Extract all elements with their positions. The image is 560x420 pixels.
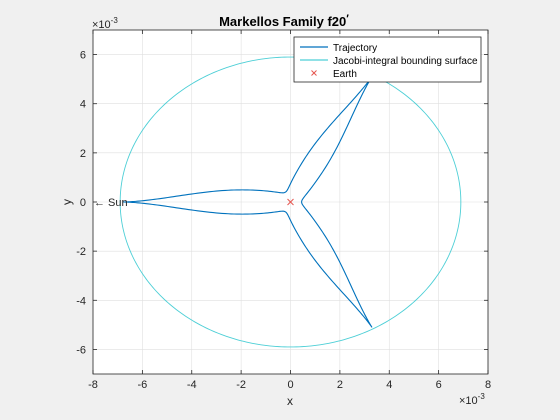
x-tick-label-2: -4 bbox=[187, 379, 197, 391]
axis-ticks: -8 -6 -4 -2 0 2 4 6 8 -6 -4 -2 0 2 4 6 bbox=[76, 30, 491, 391]
y-tick-label-2: -2 bbox=[76, 246, 86, 258]
x-exponent-label: ×10-3 bbox=[459, 392, 485, 407]
y-tick-label-3: 0 bbox=[80, 197, 86, 209]
chart-title-text: Markellos Family f20 bbox=[219, 14, 346, 29]
legend-swatch-earth bbox=[311, 70, 317, 76]
y-exponent-base: ×10 bbox=[92, 19, 111, 31]
y-exponent-power: -3 bbox=[111, 16, 119, 25]
earth-marker bbox=[287, 198, 294, 206]
x-tick-label-7: 6 bbox=[436, 379, 442, 391]
x-tick-label-0: -8 bbox=[88, 379, 98, 391]
x-tick-label-4: 0 bbox=[287, 379, 293, 391]
y-exponent-label: ×10-3 bbox=[92, 16, 118, 31]
legend: Trajectory Jacobi-integral bounding surf… bbox=[293, 36, 482, 83]
x-tick-label-8: 8 bbox=[485, 379, 491, 391]
x-tick-label-3: -2 bbox=[236, 379, 246, 391]
legend-entry-bounding-surface: Jacobi-integral bounding surface bbox=[333, 56, 478, 67]
y-tick-label-0: -6 bbox=[76, 344, 86, 356]
sun-annotation: ← Sun bbox=[94, 197, 128, 209]
x-tick-label-6: 4 bbox=[386, 379, 392, 391]
y-axis-label: y bbox=[60, 199, 74, 205]
x-axis-label: x bbox=[287, 394, 293, 408]
legend-entry-earth: Earth bbox=[333, 69, 357, 80]
y-tick-label-1: -4 bbox=[76, 295, 86, 307]
x-exponent-power: -3 bbox=[478, 392, 486, 401]
y-tick-label-4: 2 bbox=[80, 148, 86, 160]
earth-marker-stroke-b bbox=[287, 198, 294, 206]
trajectory-line bbox=[122, 76, 373, 328]
y-tick-label-6: 6 bbox=[80, 50, 86, 62]
x-tick-label-5: 2 bbox=[337, 379, 343, 391]
chart-title: Markellos Family f20′ bbox=[219, 13, 349, 29]
legend-earth-stroke-b bbox=[311, 70, 317, 76]
chart-title-prime: ′ bbox=[346, 13, 349, 25]
y-tick-label-5: 4 bbox=[80, 99, 86, 111]
legend-entry-trajectory: Trajectory bbox=[333, 43, 377, 54]
x-tick-label-1: -6 bbox=[137, 379, 147, 391]
x-exponent-base: ×10 bbox=[459, 395, 478, 407]
